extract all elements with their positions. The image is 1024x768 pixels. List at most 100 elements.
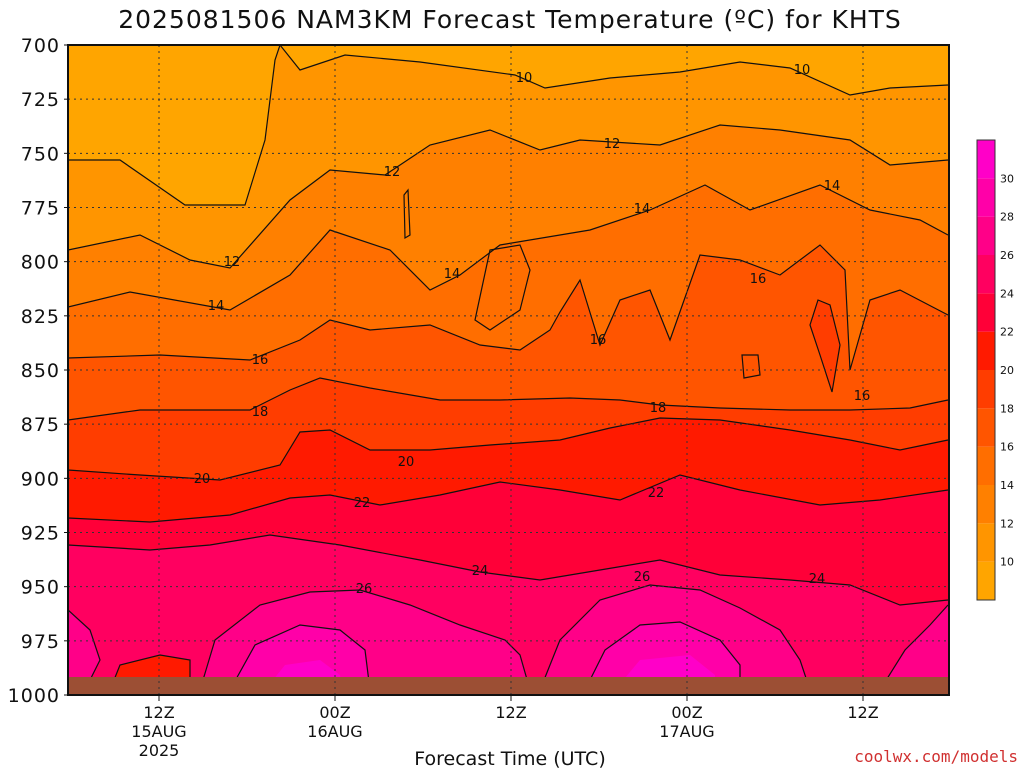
contour-18-cell: [809, 299, 841, 393]
colorbar-swatch: [977, 331, 995, 370]
contour-label: 14: [444, 267, 461, 282]
x-tick-label: 00Z: [319, 703, 350, 722]
colorbar-tick-label: 20: [1000, 364, 1014, 377]
contour-label: 16: [854, 389, 871, 404]
colorbar-swatch: [977, 408, 995, 447]
colorbar-swatch: [977, 216, 995, 255]
contour-16: [68, 244, 949, 371]
contour-label: 24: [472, 564, 489, 579]
colorbar-tick-label: 10: [1000, 556, 1014, 569]
contour-22: [68, 474, 949, 523]
colorbar-swatch: [977, 255, 995, 294]
colorbar-tick-label: 26: [1000, 249, 1014, 262]
contour-label: 22: [354, 496, 371, 511]
contour-26c: [539, 584, 811, 691]
contour-label: 12: [604, 137, 621, 152]
colorbar-swatch: [977, 370, 995, 409]
contour-label: 10: [516, 71, 533, 86]
contour-label: 16: [590, 333, 607, 348]
contour-label: 14: [208, 299, 225, 314]
y-tick-label: 850: [21, 360, 60, 382]
contour-label: 26: [634, 570, 651, 585]
contour-label: 20: [398, 455, 415, 470]
y-tick-label: 825: [21, 306, 60, 328]
y-tick-label: 725: [21, 89, 60, 111]
y-axis-ticks: 700 725 750 775 800 825 850 875 900 925 950 975 1000: [8, 35, 68, 707]
x-tick-date: 16AUG: [307, 722, 362, 741]
colorbar-tick-label: 16: [1000, 441, 1014, 454]
colorbar-tick-label: 14: [1000, 479, 1014, 492]
x-tick-label: 12Z: [143, 703, 174, 722]
colorbar-tick-label: 24: [1000, 287, 1014, 300]
y-tick-label: 925: [21, 523, 60, 545]
colorbar-swatch: [977, 561, 995, 600]
contour-label: 12: [224, 255, 241, 270]
colorbar-frame: [976, 139, 996, 601]
chart-title: 2025081506 NAM3KM Forecast Temperature (…: [118, 5, 902, 34]
y-tick-label: 950: [21, 577, 60, 599]
colorbar-swatch: [977, 523, 995, 562]
contour-label: 14: [634, 202, 651, 217]
contour-label: 16: [750, 272, 767, 287]
contour-16-loop: [474, 244, 531, 331]
colorbar-tick-label: 18: [1000, 402, 1014, 415]
y-tick-label: 750: [21, 143, 60, 165]
contour-10: [279, 45, 949, 96]
x-tick-label: 00Z: [671, 703, 702, 722]
ground-surface: [68, 677, 949, 695]
contour-16-small: [741, 354, 761, 379]
contour-label: 16: [252, 353, 269, 368]
y-tick-label: 775: [21, 198, 60, 220]
colorbar-swatch: [977, 178, 995, 217]
y-tick-label: 875: [21, 414, 60, 436]
colorbar-tick-label: 28: [1000, 211, 1014, 224]
contour-12: [68, 124, 949, 269]
contour-20-left: [109, 654, 191, 691]
contour-label: 20: [194, 472, 211, 487]
y-tick-label: 1000: [8, 685, 60, 707]
band-26-28-d: [880, 605, 949, 690]
contour-14: [68, 184, 949, 311]
contour-28a: [229, 624, 371, 691]
x-tick-label: 12Z: [495, 703, 526, 722]
colorbar-swatch: [977, 446, 995, 485]
colorbar-tick-label: 12: [1000, 517, 1014, 530]
contour-26d: [879, 604, 949, 691]
colorbar-tick-label: 30: [1000, 172, 1014, 185]
contour-labels: 10 10 12 12 12 14 14 14 14 16 16 16 16 18 18 20 20 22 22 24…: [194, 63, 871, 597]
colorbar-swatch: [977, 485, 995, 524]
y-tick-label: 975: [21, 631, 60, 653]
band-18-20-cell: [810, 300, 840, 392]
x-axis-label: Forecast Time (UTC): [414, 748, 605, 768]
contour-label: 14: [824, 179, 841, 194]
colorbar-swatch: [977, 140, 995, 179]
y-tick-label: 800: [21, 252, 60, 274]
x-tick-label: 12Z: [847, 703, 878, 722]
contour-label: 26: [356, 582, 373, 597]
colorbar: 10 12 14 16 18 20 22 24 26 28 30: [976, 139, 1014, 601]
colorbar-swatch: [977, 293, 995, 332]
contour-label: 22: [648, 486, 665, 501]
contour-label: 12: [384, 165, 401, 180]
contour-20: [68, 417, 949, 481]
contour-24: [68, 534, 949, 606]
contour-12-small: [403, 188, 411, 240]
credit-text: coolwx.com/models: [854, 747, 1018, 766]
contour-label: 10: [794, 63, 811, 78]
contour-label: 18: [252, 405, 269, 420]
contour-label: 18: [650, 401, 667, 416]
x-tick-year: 2025: [139, 741, 180, 760]
x-tick-date: 17AUG: [659, 722, 714, 741]
contour-10b: [68, 45, 281, 206]
band-26-28: [68, 610, 100, 690]
contour-28b: [584, 621, 741, 691]
x-tick-date: 15AUG: [131, 722, 186, 741]
contour-label: 24: [809, 572, 826, 587]
y-tick-label: 900: [21, 468, 60, 490]
y-tick-label: 700: [21, 35, 60, 57]
contour-lines: [68, 45, 949, 691]
colorbar-tick-label: 22: [1000, 326, 1014, 339]
contour-18: [68, 377, 949, 421]
